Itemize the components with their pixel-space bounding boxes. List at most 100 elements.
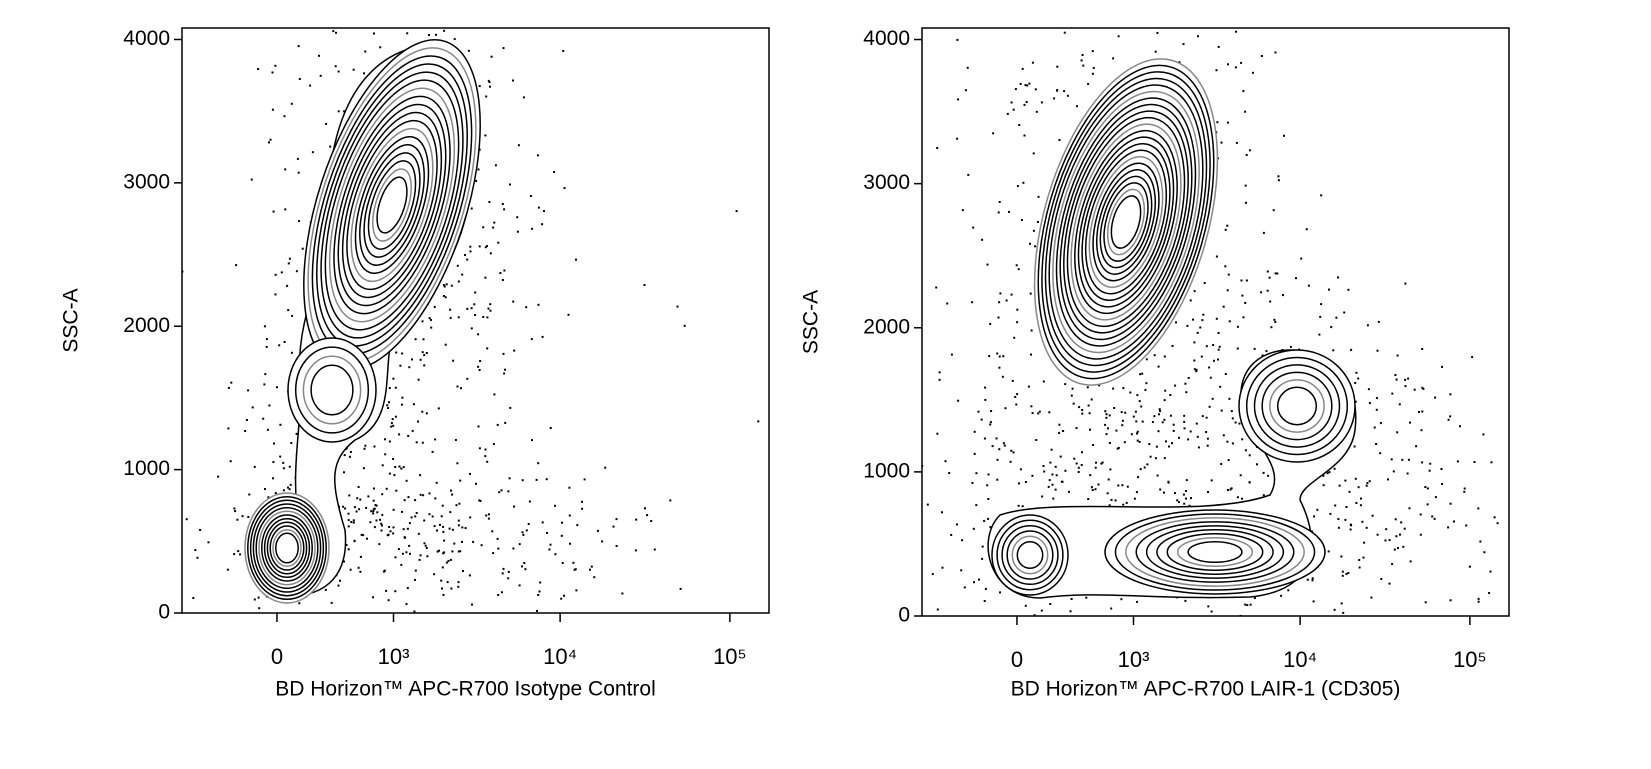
event-dot [916, 335, 918, 337]
event-dot [1333, 608, 1336, 611]
contour-line [1156, 529, 1274, 575]
event-dot [425, 412, 428, 415]
event-dot [1226, 440, 1229, 443]
event-dot [343, 454, 346, 457]
event-dot [325, 122, 328, 125]
event-dot [1011, 379, 1014, 382]
event-dot [451, 550, 454, 553]
event-dot [1230, 487, 1233, 490]
event-dot [1366, 324, 1369, 327]
event-dot [1092, 444, 1095, 446]
event-dot [403, 499, 406, 502]
event-dot [494, 618, 496, 620]
event-dot [266, 428, 269, 431]
event-dot [436, 529, 438, 532]
event-dot [957, 399, 960, 402]
event-dot [1167, 480, 1170, 483]
contour-line [1110, 195, 1142, 249]
event-dot [1110, 498, 1113, 501]
event-dot [1368, 480, 1371, 483]
event-dot [989, 423, 992, 426]
event-dot [479, 499, 482, 502]
event-dot [1158, 408, 1161, 411]
event-dot [797, 369, 799, 371]
event-dot [1201, 415, 1204, 418]
event-dot [1005, 299, 1008, 302]
event-dot [442, 0, 444, 1]
event-dot [290, 442, 293, 444]
event-dot [1076, 105, 1078, 108]
event-dot [1402, 545, 1405, 548]
event-dot [936, 608, 939, 611]
event-dot [918, 563, 920, 565]
event-dot [1234, 421, 1237, 424]
event-dot [1274, 320, 1277, 323]
event-dot [359, 498, 362, 501]
event-dot [1366, 482, 1369, 485]
event-dot [1141, 372, 1144, 375]
event-dot [1235, 30, 1238, 33]
event-dot [842, 559, 844, 561]
event-dot [373, 445, 376, 448]
event-dot [1183, 420, 1186, 423]
event-dot [560, 534, 563, 537]
event-dot [1376, 349, 1379, 352]
event-dot [870, 528, 872, 530]
event-dot [1394, 374, 1397, 376]
event-dot [1153, 354, 1156, 357]
event-dot [1375, 397, 1378, 399]
event-dot [179, 477, 181, 479]
event-dot [538, 590, 541, 593]
event-dot [457, 524, 460, 527]
x-tick-label: 0 [1011, 647, 1023, 672]
event-dot [560, 597, 563, 600]
event-dot [288, 465, 291, 468]
event-dot [253, 465, 256, 468]
event-dot [1187, 438, 1190, 441]
event-dot [516, 230, 519, 233]
contour-line [247, 495, 327, 601]
y-tick-label: 2000 [863, 315, 910, 338]
event-dot [1105, 416, 1108, 419]
event-dot [433, 525, 436, 528]
contour-line [266, 521, 308, 575]
event-dot [372, 510, 375, 513]
event-dot [475, 482, 477, 485]
event-dot [456, 264, 459, 267]
contour-line [302, 355, 362, 425]
event-dot [946, 302, 949, 305]
event-dot [1107, 478, 1110, 481]
event-dot [359, 570, 362, 573]
event-dot [1300, 672, 1302, 674]
event-dot [612, 525, 615, 528]
event-dot [513, 505, 515, 508]
event-dot [301, 247, 304, 250]
event-dot [355, 25, 357, 27]
event-dot [1236, 325, 1239, 328]
event-dot [1561, 465, 1563, 467]
event-dot [507, 570, 510, 573]
event-dot [1490, 461, 1493, 464]
event-dot [466, 258, 469, 261]
event-dot [489, 252, 492, 255]
event-dot [521, 565, 523, 568]
event-dot [1294, 627, 1296, 629]
plot-area [797, 30, 1563, 674]
event-dot [735, 210, 738, 213]
event-dot [468, 13, 470, 15]
event-dot [1193, 359, 1196, 362]
event-dot [486, 460, 489, 463]
event-dot [527, 523, 530, 525]
event-dot [339, 579, 341, 582]
event-dot [421, 410, 424, 413]
event-dot [1116, 447, 1119, 450]
event-dot [273, 442, 275, 445]
event-dot [459, 479, 462, 482]
event-dot [1172, 429, 1175, 432]
event-dot [468, 574, 471, 577]
event-dot [1163, 355, 1166, 358]
event-dot [482, 226, 485, 229]
event-dot [1094, 488, 1097, 491]
event-dot [1390, 458, 1393, 461]
event-dot [524, 568, 527, 571]
